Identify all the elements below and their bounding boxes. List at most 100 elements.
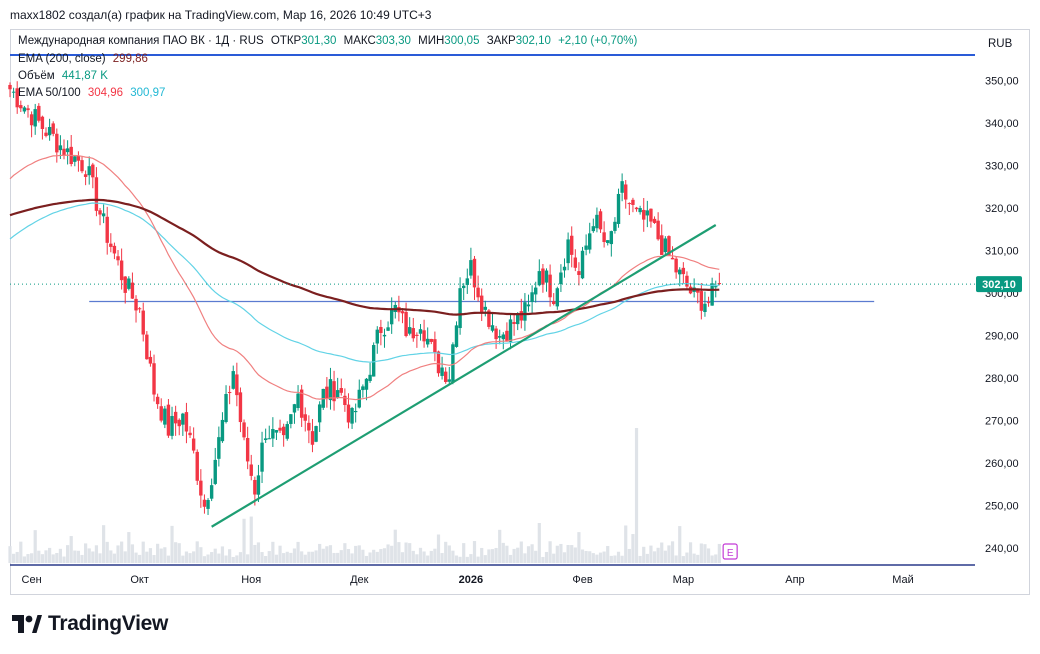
volume-bar [624,525,628,563]
candle-body [537,271,542,286]
volume-bar [364,555,369,563]
candle [461,283,466,301]
candle-body [227,392,232,394]
volume-bar [609,555,613,563]
candle-body [19,105,23,109]
volume-bar [166,555,171,563]
candle-body [443,371,448,382]
volume-bar [544,551,549,563]
candle [51,121,55,137]
volume-bar [339,550,343,563]
candle [609,230,614,257]
candle-body [361,386,365,391]
candle [256,464,261,502]
candle-body [613,221,617,231]
candle-body [418,329,423,334]
candle [69,135,73,167]
candle-body [436,351,441,374]
candle-body [314,426,318,442]
volume-bar [591,553,595,563]
tradingview-logo-icon [12,615,42,633]
volume-bar [548,541,552,563]
candle-body [206,500,210,509]
volume-bar [667,545,671,563]
volume-bar [361,549,365,563]
candle [195,449,199,486]
candle [141,302,145,342]
volume-bar [84,543,88,563]
candle-body [51,123,55,134]
candle-body [137,308,142,310]
candle-body [325,386,329,399]
candle [652,216,657,224]
volume-bar [274,554,279,563]
candle-body [476,287,480,298]
volume-bar [433,548,437,563]
candle [584,234,588,256]
candle-body [461,285,466,289]
candle [307,415,311,444]
candle-body [119,260,124,281]
candle-body [714,286,718,288]
volume-bar [454,555,459,563]
earnings-marker-glyph: E [727,548,734,559]
volume-bar [66,545,70,563]
volume-bar [447,545,451,563]
candle-body [649,208,653,222]
volume-bar [429,550,433,563]
candle-body [83,174,88,177]
volume-bar [109,550,113,563]
volume-bar [458,556,462,563]
legend-symbol[interactable]: Международная компания ПАО ВК · 1Д · RUS [18,35,264,47]
price-chart[interactable]: 350,00340,00330,00320,00310,00300,00290,… [0,0,1040,600]
volume-bar [354,545,358,563]
volume-bar [267,551,271,563]
volume-bar [368,552,372,563]
candle-body [379,327,383,334]
candle-body [91,164,95,178]
volume-bar [271,541,275,563]
candle-body [584,245,588,250]
candle-body [516,313,520,325]
volume-bar [256,542,261,563]
volume-bar [51,554,55,563]
volume-bar [246,554,250,563]
legend-ema50100-row[interactable]: EMA 50/100 304,96 300,97 [18,87,169,99]
candles [8,81,722,515]
candle-body [501,334,506,340]
candle [422,319,426,348]
candle-body [703,303,707,313]
candle [127,276,131,291]
tradingview-brand[interactable]: TradingView [12,612,168,636]
volume-bar [436,534,441,563]
volume-bar [285,551,289,563]
candle [119,248,124,290]
last-price-label: 302,10 [982,279,1016,291]
candle-body [534,287,538,295]
legend-ema200-row[interactable]: EMA (200, close) 299,86 [18,53,152,65]
candle [112,242,117,260]
legend-volume-row[interactable]: Объём 441,87 K [18,70,112,82]
candle-body [224,394,228,422]
candle-body [87,166,91,176]
candle [483,300,487,317]
candle-body [339,388,343,393]
volume-bar [192,551,196,563]
candle-body [33,109,37,127]
candle-body [526,304,531,307]
volume-bar [372,549,376,563]
chart-frame[interactable] [10,29,1030,595]
candle [368,362,372,383]
candle [199,469,203,508]
candle [227,385,232,405]
candle-body [422,330,426,342]
volume-bar [98,553,102,563]
candle [472,255,477,300]
currency-selector[interactable]: RUB [988,38,1013,50]
candle-body [11,91,16,93]
candle [505,322,509,342]
candle-body [375,329,379,344]
candle-body [494,328,498,340]
volume-bar [159,548,163,563]
candle-body [303,414,307,421]
